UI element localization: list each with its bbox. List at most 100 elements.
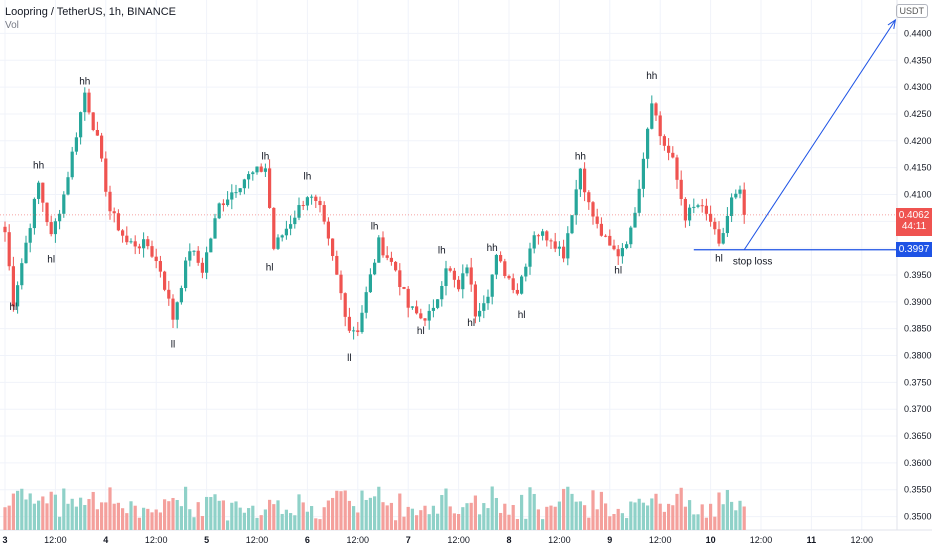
volume-bar xyxy=(280,513,284,530)
candle-body xyxy=(297,205,301,218)
volume-bar xyxy=(725,489,729,530)
volume-bar xyxy=(553,506,557,530)
candle-body xyxy=(604,235,608,237)
price-tick-label: 0.4400 xyxy=(904,28,932,38)
candle-body xyxy=(142,239,146,249)
bar-countdown: 44:11 xyxy=(901,221,927,232)
candle-body xyxy=(444,268,448,286)
candle-body xyxy=(452,270,456,280)
volume-bar xyxy=(704,517,708,530)
candle-body xyxy=(608,235,612,246)
volume-bar xyxy=(238,507,242,530)
volume-bar xyxy=(335,490,339,530)
candle-body xyxy=(738,189,742,194)
candle-body xyxy=(112,211,116,214)
candle-body xyxy=(457,279,461,290)
candle-body xyxy=(671,152,675,158)
candle-body xyxy=(91,112,95,130)
volume-bar xyxy=(95,509,99,530)
candle-body xyxy=(259,166,263,172)
price-axis[interactable]: 0.4400 0.4350 0.4300 0.4250 0.4200 0.4150 0.41… xyxy=(904,28,932,521)
pivot-label: hh xyxy=(487,243,498,254)
pivot-label: hh xyxy=(33,161,44,172)
volume-bar xyxy=(121,508,125,530)
volume-bar xyxy=(314,518,318,530)
time-tick-label: 12:00 xyxy=(750,535,773,545)
pivot-label: hh xyxy=(646,71,657,82)
volume-bar xyxy=(356,512,360,530)
candle-body xyxy=(331,238,335,256)
volume-bar xyxy=(352,506,356,530)
candle-body xyxy=(423,318,427,321)
volume-bar xyxy=(91,491,95,530)
candle-body xyxy=(276,237,280,249)
volume-bar xyxy=(7,505,11,530)
volume-bar xyxy=(347,500,351,530)
candle-body xyxy=(658,115,662,137)
pivot-label: hh xyxy=(79,76,90,87)
pivot-label: stop loss xyxy=(733,256,772,267)
candle-body xyxy=(335,255,339,275)
candle-body xyxy=(343,293,347,317)
volume-bar xyxy=(394,520,398,530)
volume-bar xyxy=(142,507,146,530)
candle-body xyxy=(268,168,272,208)
candle-body xyxy=(226,199,230,206)
candle-body xyxy=(352,330,356,332)
volume-bar xyxy=(49,491,53,530)
volume-bar xyxy=(171,497,175,530)
candle-body xyxy=(398,270,402,288)
volume-bar xyxy=(562,488,566,530)
chart-grid xyxy=(0,0,932,531)
volume-bar xyxy=(230,502,234,530)
candle-body xyxy=(633,212,637,228)
candle-body xyxy=(625,244,629,249)
candle-body xyxy=(427,310,431,321)
volume-bar xyxy=(587,517,591,530)
candle-body xyxy=(620,248,624,257)
volume-bar xyxy=(713,516,717,530)
candle-body xyxy=(478,310,482,317)
candle-body xyxy=(696,205,700,207)
candle-body xyxy=(562,246,566,259)
volume-bar xyxy=(717,492,721,530)
volume-bar xyxy=(675,493,679,530)
candle-body xyxy=(713,221,717,230)
current-price-tag: 0.4062 44:11 xyxy=(896,208,932,236)
candle-body xyxy=(37,182,41,199)
price-tick-label: 0.3650 xyxy=(904,431,932,441)
time-axis[interactable]: 3 12:00 4 12:00 5 12:00 6 12:00 7 12:00 8 12:00 9 12:… xyxy=(2,535,873,545)
volume-bar xyxy=(696,514,700,530)
volume-bar xyxy=(213,494,217,530)
candle-body xyxy=(667,145,671,153)
price-tick-label: 0.4150 xyxy=(904,163,932,173)
volume-bar xyxy=(263,509,267,530)
volume-bar xyxy=(662,511,666,530)
volume-bar xyxy=(490,486,494,530)
volume-bar xyxy=(730,501,734,530)
candle-body xyxy=(125,235,129,243)
candle-body xyxy=(3,226,7,233)
volume-bar xyxy=(32,503,36,530)
volume-bar xyxy=(364,499,368,530)
currency-badge[interactable]: USDT xyxy=(895,4,928,18)
candle-body xyxy=(83,92,87,113)
volume-bar xyxy=(742,506,746,530)
candle-body xyxy=(305,197,309,206)
candle-body xyxy=(541,231,545,236)
candle-body xyxy=(381,237,385,256)
candle-body xyxy=(66,177,70,195)
candle-body xyxy=(557,246,561,249)
candle-body xyxy=(553,241,557,249)
volume-bar xyxy=(612,514,616,530)
candle-body xyxy=(373,262,377,275)
volume-bar xyxy=(125,513,129,530)
volume-bar xyxy=(129,501,133,530)
volume-bar xyxy=(452,513,456,530)
volume-bar xyxy=(318,519,322,530)
candle-body xyxy=(121,230,125,236)
candle-body xyxy=(406,288,410,308)
time-tick-label: 12:00 xyxy=(447,535,470,545)
candle-body xyxy=(415,306,419,314)
